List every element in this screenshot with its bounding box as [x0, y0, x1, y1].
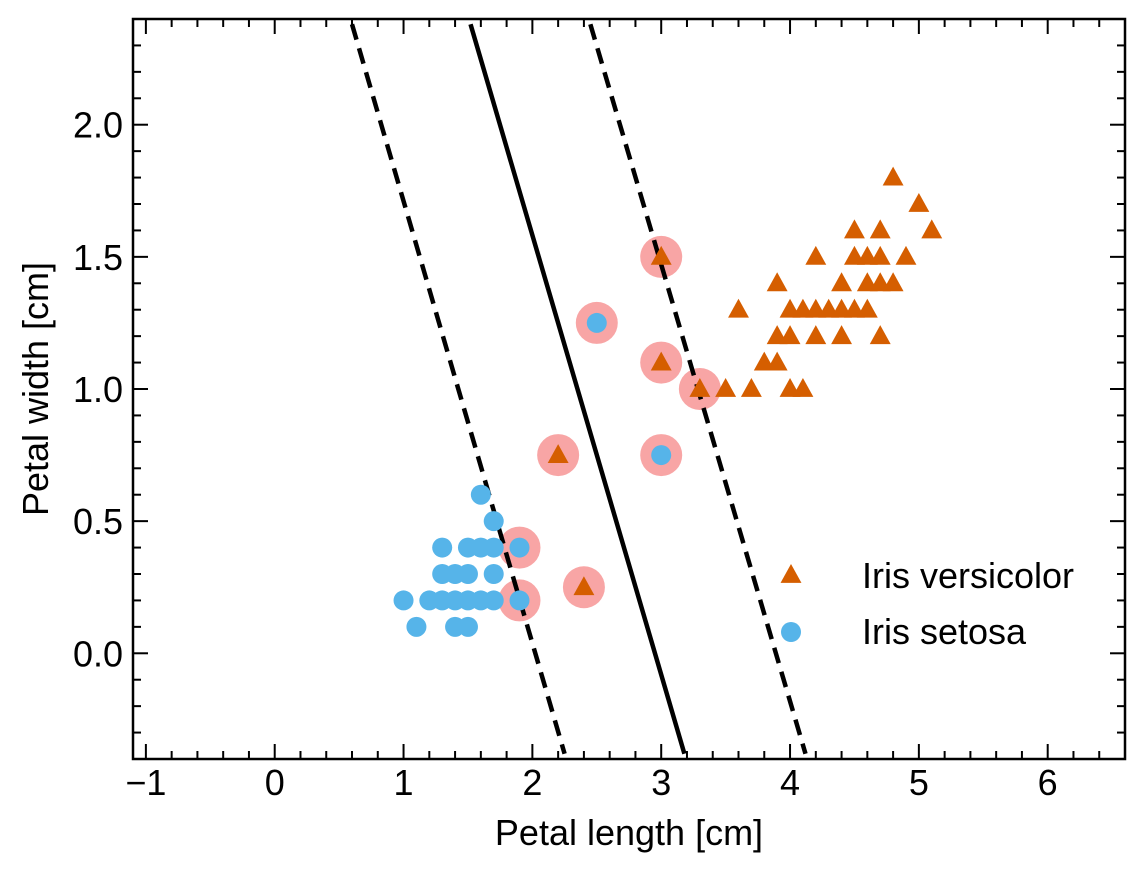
point-iris-setosa: [483, 511, 504, 532]
point-iris-versicolor: [856, 298, 878, 318]
point-iris-setosa: [406, 616, 427, 637]
x-tick-label: 4: [780, 762, 800, 803]
legend: Iris versicolor Iris setosa: [780, 555, 1074, 652]
y-tick-label: 1.0: [73, 369, 123, 410]
x-tick-label: 6: [1038, 762, 1058, 803]
point-iris-versicolor: [869, 325, 891, 345]
y-tick-label: 0.0: [73, 633, 123, 674]
point-iris-versicolor: [831, 272, 853, 292]
point-iris-setosa: [651, 445, 672, 466]
point-iris-versicolor: [921, 219, 943, 239]
x-tick-label: 5: [909, 762, 929, 803]
support-vector-highlights: [498, 235, 721, 622]
point-iris-versicolor: [882, 166, 904, 186]
point-iris-setosa: [393, 590, 414, 611]
point-iris-versicolor: [805, 325, 827, 345]
point-iris-versicolor: [831, 325, 853, 345]
plot-frame: [131, 17, 1127, 761]
point-iris-versicolor: [766, 272, 788, 292]
point-iris-setosa: [483, 537, 504, 558]
point-iris-setosa: [483, 564, 504, 584]
point-iris-versicolor: [882, 272, 904, 292]
legend-marker-iris-setosa: [781, 622, 801, 642]
axis-ticks: [133, 18, 1126, 760]
point-iris-setosa: [470, 484, 491, 505]
y-tick-label: 2.0: [73, 105, 123, 146]
point-iris-versicolor: [766, 351, 788, 371]
x-tick-label: 2: [522, 762, 542, 803]
x-tick-label: −1: [125, 762, 166, 803]
legend-marker-iris-versicolor: [780, 564, 802, 583]
point-iris-versicolor: [908, 193, 930, 212]
margin-line: [349, 23, 567, 755]
point-iris-setosa: [509, 590, 530, 611]
tick-labels: −1 0 1 2 3 4 5 6 0.0 0.5 1.0 1.5 2.0: [73, 105, 1058, 803]
x-tick-label: 3: [651, 762, 671, 803]
point-iris-versicolor: [895, 245, 917, 265]
x-tick-label: 0: [265, 762, 285, 803]
point-iris-setosa: [586, 312, 607, 333]
point-iris-setosa: [432, 537, 453, 558]
point-iris-versicolor: [728, 298, 749, 318]
y-axis-label: Petal width [cm]: [15, 262, 56, 516]
legend-label-iris-versicolor: Iris versicolor: [862, 555, 1074, 596]
decision-lines: [349, 23, 808, 755]
point-iris-versicolor: [650, 245, 672, 265]
point-iris-setosa: [457, 564, 478, 584]
point-iris-versicolor: [869, 219, 891, 239]
x-axis-label: Petal length [cm]: [495, 812, 763, 853]
point-iris-versicolor: [573, 576, 595, 596]
y-tick-label: 0.5: [73, 501, 123, 542]
point-iris-versicolor: [689, 378, 711, 397]
data-points: [393, 166, 943, 637]
point-iris-setosa: [483, 590, 504, 611]
point-iris-versicolor: [779, 325, 801, 345]
decision-boundary-line: [468, 23, 687, 755]
point-iris-versicolor: [547, 444, 569, 463]
point-iris-versicolor: [844, 219, 865, 239]
point-iris-versicolor: [792, 378, 814, 397]
y-tick-label: 1.5: [73, 237, 123, 278]
x-tick-label: 1: [394, 762, 414, 803]
point-iris-setosa: [457, 616, 478, 637]
point-iris-versicolor: [715, 378, 737, 397]
legend-label-iris-setosa: Iris setosa: [862, 611, 1027, 652]
point-iris-setosa: [509, 537, 530, 558]
point-iris-versicolor: [869, 245, 891, 265]
point-iris-versicolor: [805, 245, 827, 265]
point-iris-versicolor: [740, 378, 762, 397]
point-iris-versicolor: [650, 351, 672, 371]
